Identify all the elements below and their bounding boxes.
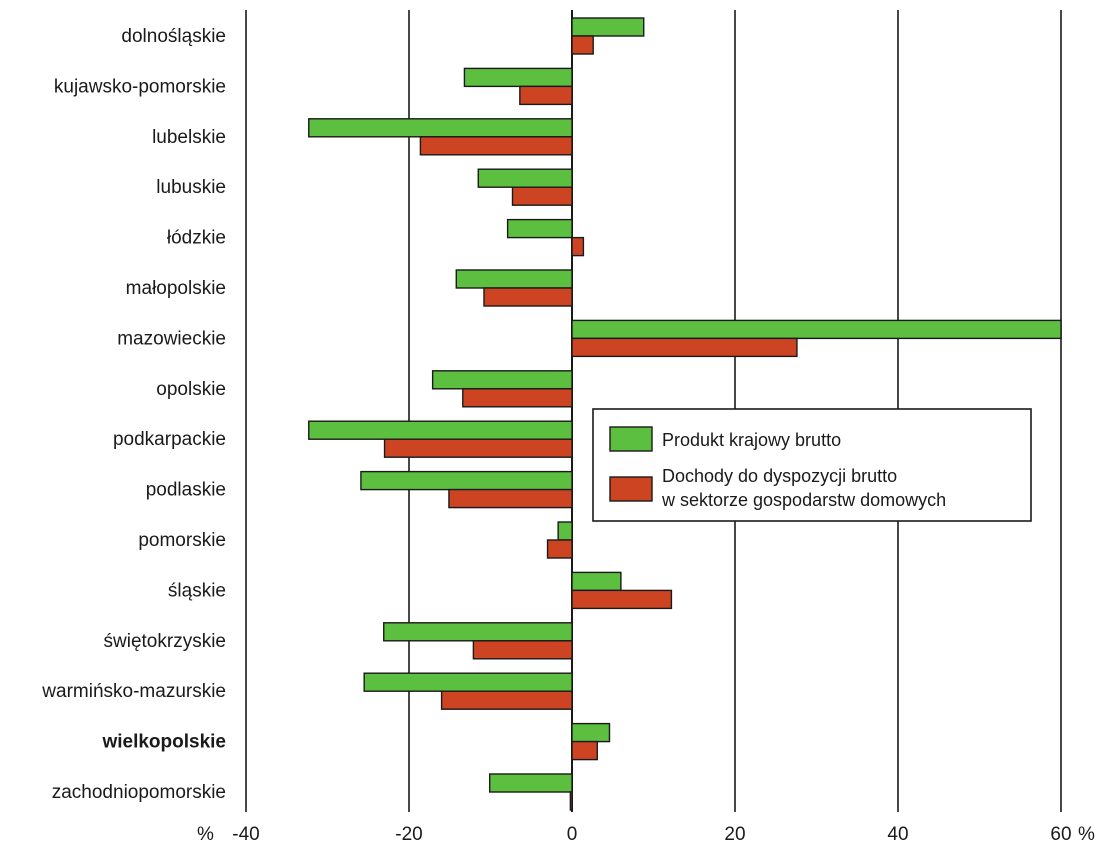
x-unit-right: % [1078, 824, 1095, 844]
category-labels: dolnośląskie kujawsko-pomorskie lubelskie l… [41, 26, 226, 803]
bar-dochody-3 [511, 186, 573, 206]
bar-dochody-15 [569, 791, 573, 811]
bar-pkb-12 [383, 622, 573, 642]
bar-dochody-5 [483, 287, 573, 307]
category-label-11: śląskie [168, 580, 226, 601]
legend: Produkt krajowy brutto Dochody do dyspoz… [592, 408, 1032, 522]
bar-pkb-4 [506, 218, 573, 239]
bar-dochody-11 [571, 589, 673, 610]
bar-pkb-3 [477, 168, 573, 188]
x-tick-label-4: 40 [887, 824, 908, 844]
category-label-1: kujawsko-pomorskie [54, 76, 226, 97]
x-unit-left: % [197, 824, 214, 844]
bar-pkb-5 [455, 269, 573, 289]
legend-swatch-dochody [609, 476, 653, 502]
category-label-7: opolskie [156, 379, 226, 400]
bar-pkb-1 [463, 67, 573, 88]
legend-label-dochody-line-2: w sektorze gospodarstw domowych [661, 490, 946, 510]
category-label-14: wielkopolskie [101, 732, 226, 753]
bar-dochody-9 [448, 488, 573, 509]
category-label-12: świętokrzyskie [104, 631, 226, 652]
bars [308, 17, 1062, 811]
bar-dochody-2 [419, 136, 573, 156]
bar-dochody-13 [440, 690, 573, 710]
bar-dochody-0 [571, 35, 594, 55]
legend-box [592, 408, 1032, 522]
legend-swatch-pkb [609, 426, 653, 452]
bar-dochody-12 [472, 640, 573, 660]
bar-pkb-9 [360, 470, 573, 491]
category-label-8: podkarpackie [113, 429, 226, 450]
bar-dochody-4 [571, 236, 585, 257]
category-label-13: warmińsko-mazurskie [41, 681, 226, 702]
bar-pkb-0 [571, 17, 645, 37]
category-label-5: małopolskie [126, 278, 226, 299]
bar-pkb-8 [308, 420, 573, 440]
bar-pkb-11 [571, 571, 622, 592]
legend-label-dochody-line-1: Dochody do dyspozycji brutto [662, 466, 897, 486]
bar-pkb-13 [363, 672, 573, 692]
x-tick-label-3: 20 [724, 824, 745, 844]
category-label-9: podlaskie [146, 480, 226, 501]
x-tick-label-1: -20 [395, 824, 422, 844]
bar-pkb-6 [571, 319, 1062, 340]
category-label-2: lubelskie [152, 127, 226, 148]
category-label-0: dolnośląskie [121, 26, 226, 47]
bar-dochody-14 [571, 740, 598, 761]
bar-pkb-7 [431, 370, 573, 390]
x-tick-label-2: 0 [567, 824, 578, 844]
x-axis-ticks: -40 -20 0 20 40 60%% [197, 824, 1095, 845]
x-tick-label-5: 60 [1050, 824, 1071, 844]
bar-pkb-10 [557, 521, 573, 541]
category-label-6: mazowieckie [117, 328, 226, 349]
bar-dochody-1 [519, 85, 573, 106]
legend-label-pkb: Produkt krajowy brutto [662, 430, 841, 450]
bar-pkb-14 [571, 722, 611, 743]
category-label-3: lubuskie [156, 177, 226, 198]
bar-dochody-10 [546, 539, 573, 559]
bar-dochody-7 [462, 388, 573, 408]
bar-pkb-15 [488, 773, 573, 793]
category-label-10: pomorskie [138, 530, 226, 551]
bar-pkb-2 [308, 118, 573, 138]
bar-dochody-8 [383, 438, 573, 458]
category-label-15: zachodniopomorskie [52, 782, 226, 803]
x-tick-label-0: -40 [232, 824, 259, 844]
bar-dochody-6 [571, 337, 798, 358]
category-label-4: łódzkie [167, 228, 226, 249]
